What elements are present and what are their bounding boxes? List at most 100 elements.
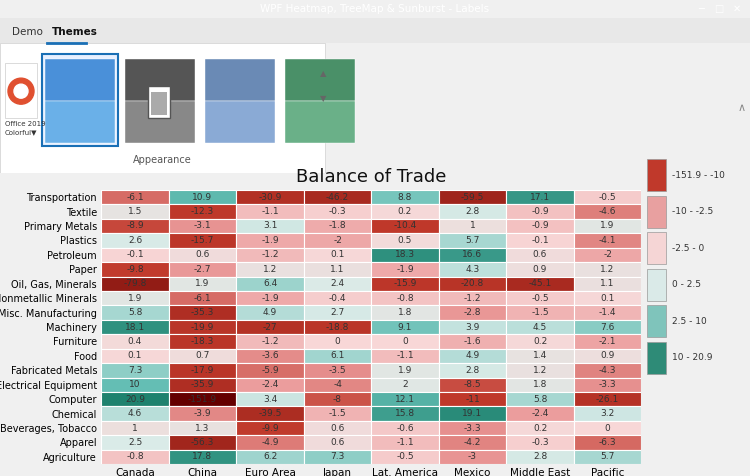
Bar [646, 159, 666, 191]
Text: -18.8: -18.8 [326, 323, 350, 331]
Bar [439, 450, 506, 464]
Text: 7.3: 7.3 [330, 452, 345, 461]
Text: 5.7: 5.7 [600, 452, 615, 461]
Bar [371, 407, 439, 421]
Text: 7.6: 7.6 [600, 323, 615, 331]
Bar [574, 291, 641, 306]
Text: 20.9: 20.9 [125, 395, 145, 404]
Text: -59.5: -59.5 [460, 193, 484, 202]
Text: Colorful▼: Colorful▼ [5, 129, 38, 135]
Text: -1.9: -1.9 [261, 236, 279, 245]
Bar [205, 101, 275, 143]
Bar [169, 277, 236, 291]
Bar [506, 450, 574, 464]
Text: 2.6: 2.6 [128, 236, 142, 245]
Text: 2.4: 2.4 [331, 279, 344, 288]
Text: -3.3: -3.3 [598, 380, 616, 389]
Text: -1.9: -1.9 [396, 265, 414, 274]
Text: 5.7: 5.7 [465, 236, 480, 245]
Bar [236, 392, 304, 407]
Bar [304, 348, 371, 363]
Text: -39.5: -39.5 [258, 409, 282, 418]
Text: -9.9: -9.9 [261, 424, 279, 433]
Text: 1.4: 1.4 [532, 351, 547, 360]
Text: -2.8: -2.8 [464, 308, 482, 317]
Text: -56.3: -56.3 [190, 438, 214, 447]
Bar [574, 262, 641, 277]
Circle shape [14, 84, 28, 98]
Bar [439, 277, 506, 291]
Bar [304, 248, 371, 262]
Text: 16.6: 16.6 [463, 250, 482, 259]
Text: 0.9: 0.9 [532, 265, 548, 274]
Text: 2.5: 2.5 [128, 438, 142, 447]
Bar [506, 277, 574, 291]
Text: 0: 0 [604, 424, 610, 433]
Bar [371, 248, 439, 262]
Bar [169, 262, 236, 277]
Text: -2.1: -2.1 [598, 337, 616, 346]
Bar [236, 262, 304, 277]
Text: 1.3: 1.3 [195, 424, 210, 433]
Text: 19.1: 19.1 [463, 409, 482, 418]
Text: -45.1: -45.1 [528, 279, 551, 288]
Bar [371, 421, 439, 435]
Bar [0, 18, 750, 43]
Bar [506, 306, 574, 320]
Text: 4.6: 4.6 [128, 409, 142, 418]
Text: -0.3: -0.3 [328, 207, 346, 216]
Text: -0.1: -0.1 [126, 250, 144, 259]
Bar [506, 219, 574, 233]
Text: 6.2: 6.2 [262, 452, 278, 461]
Bar [236, 233, 304, 248]
Text: 0.2: 0.2 [532, 424, 547, 433]
Text: -15.9: -15.9 [393, 279, 417, 288]
Text: 0.1: 0.1 [600, 294, 615, 303]
Text: 1.5: 1.5 [128, 207, 142, 216]
Bar [169, 204, 236, 219]
Text: 0.1: 0.1 [330, 250, 345, 259]
Text: -5.9: -5.9 [261, 366, 279, 375]
Bar [574, 450, 641, 464]
Text: -4.6: -4.6 [598, 207, 616, 216]
Text: Demo: Demo [12, 27, 43, 37]
Bar [101, 190, 169, 204]
Text: -2.4: -2.4 [261, 380, 279, 389]
Bar [101, 421, 169, 435]
Text: -20.8: -20.8 [460, 279, 484, 288]
Bar [574, 277, 641, 291]
Text: 5.8: 5.8 [532, 395, 548, 404]
Text: -6.1: -6.1 [126, 193, 144, 202]
Bar [506, 392, 574, 407]
Bar [506, 204, 574, 219]
Bar [236, 348, 304, 363]
Bar [574, 233, 641, 248]
Bar [371, 450, 439, 464]
Text: -0.9: -0.9 [531, 207, 549, 216]
Text: 1.8: 1.8 [398, 308, 412, 317]
Bar [236, 421, 304, 435]
Bar [236, 219, 304, 233]
Bar [371, 190, 439, 204]
Text: 12.1: 12.1 [395, 395, 415, 404]
Bar [151, 92, 167, 115]
Bar [236, 248, 304, 262]
Bar [646, 342, 666, 374]
Bar [236, 407, 304, 421]
Bar [506, 320, 574, 334]
Bar [236, 291, 304, 306]
Bar [506, 334, 574, 348]
Bar [371, 306, 439, 320]
Bar [169, 219, 236, 233]
Text: -0.5: -0.5 [598, 193, 616, 202]
Text: Office 2019: Office 2019 [5, 121, 46, 127]
Text: -3.5: -3.5 [328, 366, 346, 375]
Bar [574, 320, 641, 334]
Text: -1.2: -1.2 [464, 294, 482, 303]
Bar [236, 320, 304, 334]
Text: -6.1: -6.1 [194, 294, 211, 303]
Bar [169, 334, 236, 348]
Bar [101, 348, 169, 363]
Bar [371, 291, 439, 306]
Bar [101, 233, 169, 248]
